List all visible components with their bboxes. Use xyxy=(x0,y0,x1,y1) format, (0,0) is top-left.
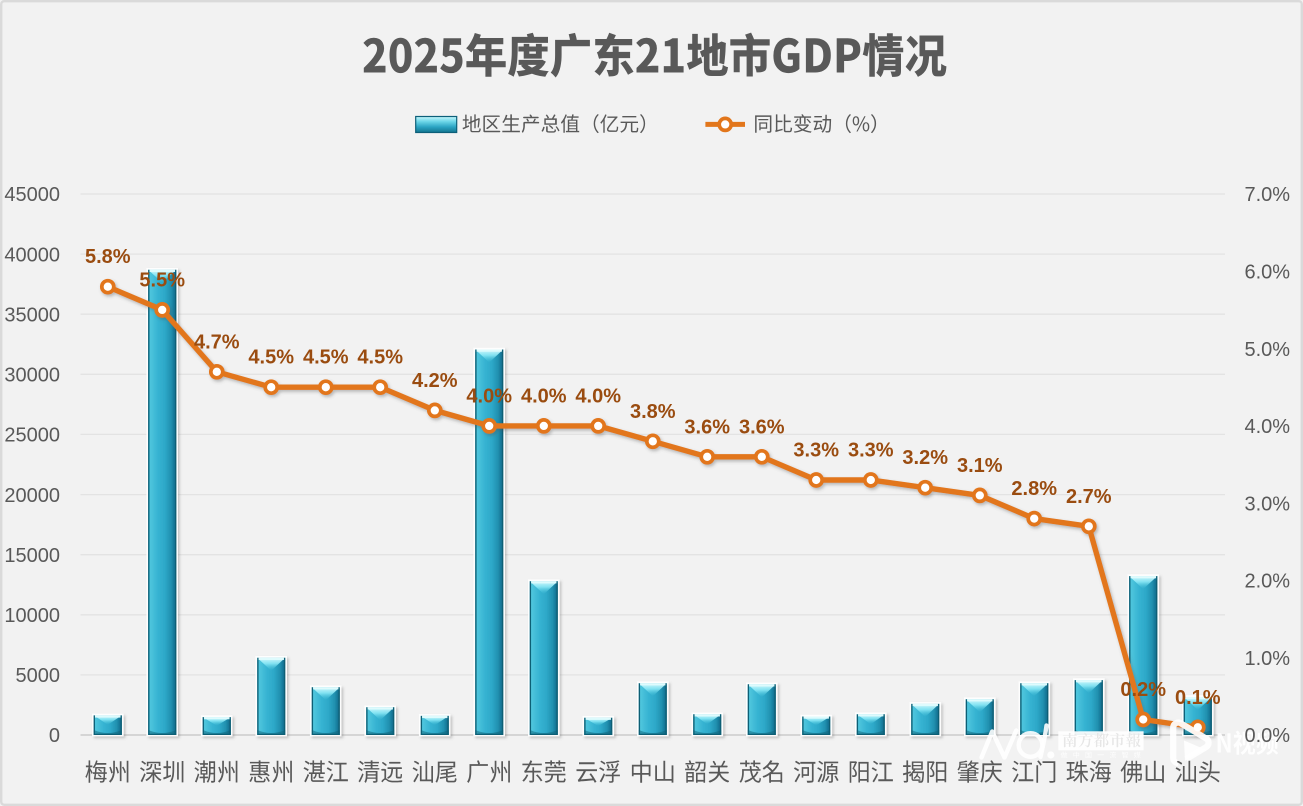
svg-text:2.8%: 2.8% xyxy=(1011,478,1057,500)
svg-text:5.0%: 5.0% xyxy=(1245,339,1291,361)
svg-text:4.0%: 4.0% xyxy=(1245,416,1291,438)
svg-text:3.3%: 3.3% xyxy=(793,440,839,462)
svg-text:5.5%: 5.5% xyxy=(139,269,185,291)
svg-text:7.0%: 7.0% xyxy=(1245,184,1291,206)
svg-text:3.8%: 3.8% xyxy=(630,401,676,423)
svg-text:4.0%: 4.0% xyxy=(521,385,567,407)
svg-text:0.2%: 0.2% xyxy=(1120,679,1166,701)
svg-text:0: 0 xyxy=(49,725,60,747)
svg-text:4.0%: 4.0% xyxy=(466,385,512,407)
svg-text:3.0%: 3.0% xyxy=(1245,493,1291,515)
svg-text:4.5%: 4.5% xyxy=(248,347,294,369)
svg-text:4.2%: 4.2% xyxy=(412,370,458,392)
svg-text:4.5%: 4.5% xyxy=(357,347,403,369)
svg-text:30000: 30000 xyxy=(4,365,60,387)
svg-text:3.1%: 3.1% xyxy=(957,455,1003,477)
svg-text:20000: 20000 xyxy=(4,485,60,507)
svg-text:2.0%: 2.0% xyxy=(1245,571,1291,593)
svg-text:4.7%: 4.7% xyxy=(194,331,240,353)
svg-text:3.3%: 3.3% xyxy=(848,440,894,462)
svg-text:1.0%: 1.0% xyxy=(1245,648,1291,670)
svg-text:10000: 10000 xyxy=(4,605,60,627)
svg-text:45000: 45000 xyxy=(4,184,60,206)
svg-text:40000: 40000 xyxy=(4,244,60,266)
svg-text:4.0%: 4.0% xyxy=(575,385,621,407)
svg-text:35000: 35000 xyxy=(4,304,60,326)
svg-text:6.0%: 6.0% xyxy=(1245,262,1291,284)
svg-text:25000: 25000 xyxy=(4,425,60,447)
svg-text:15000: 15000 xyxy=(4,545,60,567)
svg-text:0.1%: 0.1% xyxy=(1175,687,1221,709)
svg-text:5.8%: 5.8% xyxy=(85,246,131,268)
svg-text:3.6%: 3.6% xyxy=(739,416,785,438)
svg-text:3.6%: 3.6% xyxy=(684,416,730,438)
svg-text:2.7%: 2.7% xyxy=(1066,486,1112,508)
svg-text:0.0%: 0.0% xyxy=(1245,725,1291,747)
svg-text:5000: 5000 xyxy=(16,665,61,687)
svg-text:4.5%: 4.5% xyxy=(303,347,349,369)
svg-text:3.2%: 3.2% xyxy=(902,447,948,469)
